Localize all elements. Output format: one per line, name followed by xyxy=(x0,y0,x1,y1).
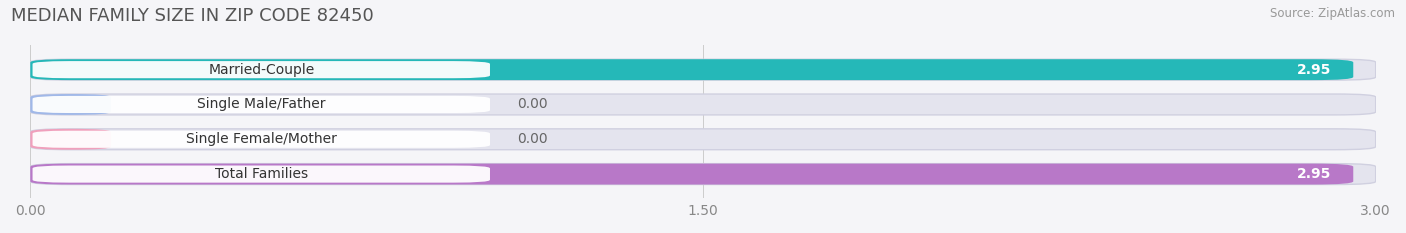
FancyBboxPatch shape xyxy=(31,94,111,115)
FancyBboxPatch shape xyxy=(31,59,1353,80)
FancyBboxPatch shape xyxy=(32,131,489,148)
Text: Source: ZipAtlas.com: Source: ZipAtlas.com xyxy=(1270,7,1395,20)
Text: Single Female/Mother: Single Female/Mother xyxy=(186,132,336,146)
FancyBboxPatch shape xyxy=(31,94,1375,115)
FancyBboxPatch shape xyxy=(32,96,489,113)
Text: 0.00: 0.00 xyxy=(517,132,547,146)
Text: 2.95: 2.95 xyxy=(1296,167,1331,181)
Text: MEDIAN FAMILY SIZE IN ZIP CODE 82450: MEDIAN FAMILY SIZE IN ZIP CODE 82450 xyxy=(11,7,374,25)
FancyBboxPatch shape xyxy=(31,129,1375,150)
FancyBboxPatch shape xyxy=(32,61,489,78)
FancyBboxPatch shape xyxy=(31,164,1353,185)
Text: Total Families: Total Families xyxy=(215,167,308,181)
FancyBboxPatch shape xyxy=(31,164,1375,185)
Text: 0.00: 0.00 xyxy=(517,97,547,111)
FancyBboxPatch shape xyxy=(31,59,1375,80)
FancyBboxPatch shape xyxy=(31,129,111,150)
Text: Married-Couple: Married-Couple xyxy=(208,63,315,77)
Text: 2.95: 2.95 xyxy=(1296,63,1331,77)
FancyBboxPatch shape xyxy=(32,165,489,183)
Text: Single Male/Father: Single Male/Father xyxy=(197,97,326,111)
